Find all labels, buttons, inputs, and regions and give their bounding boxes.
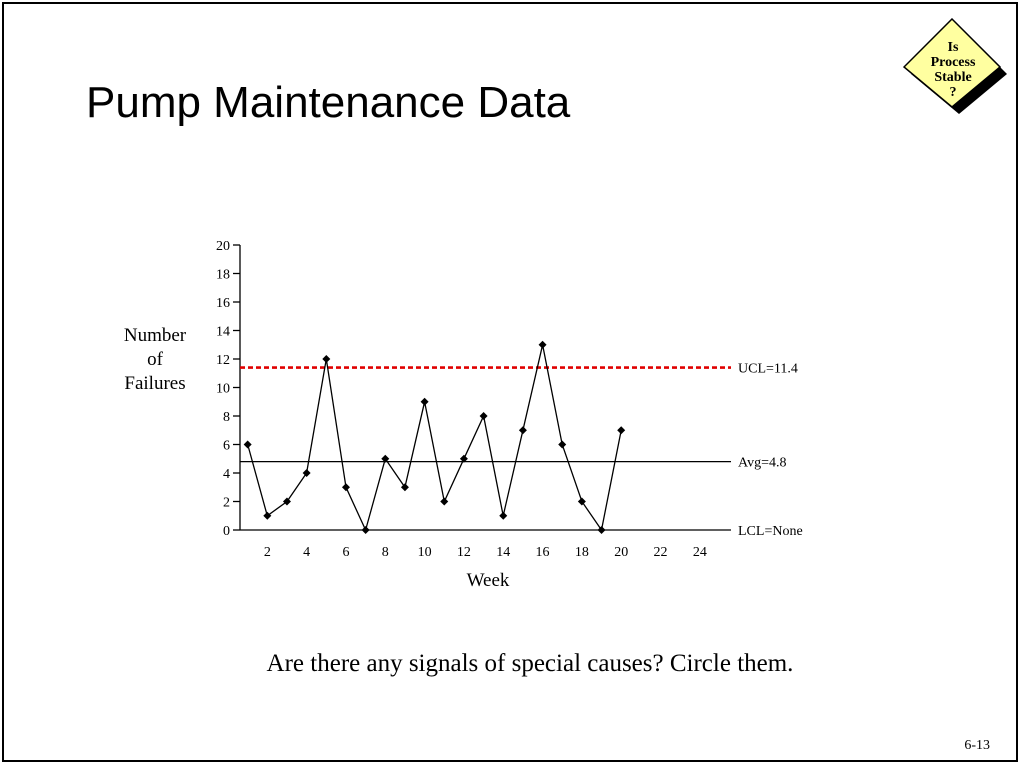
x-tick-label: 16 (536, 545, 550, 560)
data-point (361, 526, 370, 534)
y-tick-label: 18 (216, 268, 230, 283)
x-tick-label: 24 (693, 545, 707, 560)
data-point (577, 497, 586, 506)
data-point (420, 397, 429, 406)
series-line (247, 344, 622, 532)
y-axis-label-line: Number (123, 325, 187, 346)
y-tick-label: 8 (223, 410, 230, 425)
reference-lines: UCL=11.4 Avg=4.8 LCL=None (240, 362, 803, 539)
x-axis-label: Week (466, 570, 510, 591)
x-tick-label: 20 (614, 545, 628, 560)
data-point (597, 526, 606, 534)
data-point (400, 483, 409, 492)
data-point (381, 454, 390, 463)
y-tick-label: 6 (223, 439, 230, 454)
diamond-sign-icon (902, 17, 1007, 114)
x-tick-label: 2 (264, 545, 271, 560)
badge-line: ? (949, 85, 957, 100)
badge-text: Is Process Stable ? (903, 40, 1003, 100)
y-tick-label: 14 (216, 325, 230, 340)
y-axis-label-line: Failures (124, 373, 186, 394)
y-axis-label-line: of (147, 349, 163, 370)
data-point (558, 440, 567, 449)
data-point (440, 497, 449, 506)
badge-line: Process (930, 55, 976, 70)
x-tick-label: 8 (382, 545, 389, 560)
data-point (518, 426, 527, 435)
y-tick-label: 16 (216, 296, 230, 311)
data-point (341, 483, 350, 492)
y-tick-label: 2 (223, 496, 230, 511)
y-tick-label: 20 (216, 239, 230, 254)
y-tick-label: 4 (223, 467, 230, 482)
data-point (282, 497, 291, 506)
slide-title: Pump Maintenance Data (86, 78, 571, 127)
x-tick-label: 10 (418, 545, 432, 560)
x-tick-label: 12 (457, 545, 471, 560)
data-point (499, 511, 508, 520)
data-point (479, 412, 488, 420)
reference-line-label: Avg=4.8 (738, 456, 786, 471)
y-axis-label: Number of Failures (108, 324, 202, 396)
data-point (617, 426, 626, 435)
x-tick-label: 14 (496, 545, 510, 560)
reference-line-label: UCL=11.4 (738, 362, 798, 377)
badge-line: Stable (934, 70, 972, 85)
x-tick-label: 22 (654, 545, 668, 560)
data-point (243, 440, 252, 449)
question-text: Are there any signals of special causes?… (266, 650, 794, 677)
badge-line: Is (947, 40, 959, 55)
x-tick-label: 18 (575, 545, 589, 560)
y-tick-label: 0 (223, 524, 230, 539)
process-stable-badge: Is Process Stable ? (902, 17, 1011, 114)
data-point (302, 469, 311, 477)
data-point (459, 454, 468, 463)
data-point (322, 355, 331, 363)
reference-line-label: LCL=None (738, 524, 803, 539)
y-tick-label: 12 (216, 353, 230, 368)
y-tick-label: 10 (216, 382, 230, 397)
data-point (538, 340, 547, 349)
data-point (263, 511, 272, 520)
data-series (243, 340, 626, 534)
x-tick-label: 4 (303, 545, 310, 560)
x-tick-label: 6 (342, 545, 349, 560)
page-number: 6-13 (964, 738, 990, 753)
badge-diamond (902, 17, 1002, 108)
